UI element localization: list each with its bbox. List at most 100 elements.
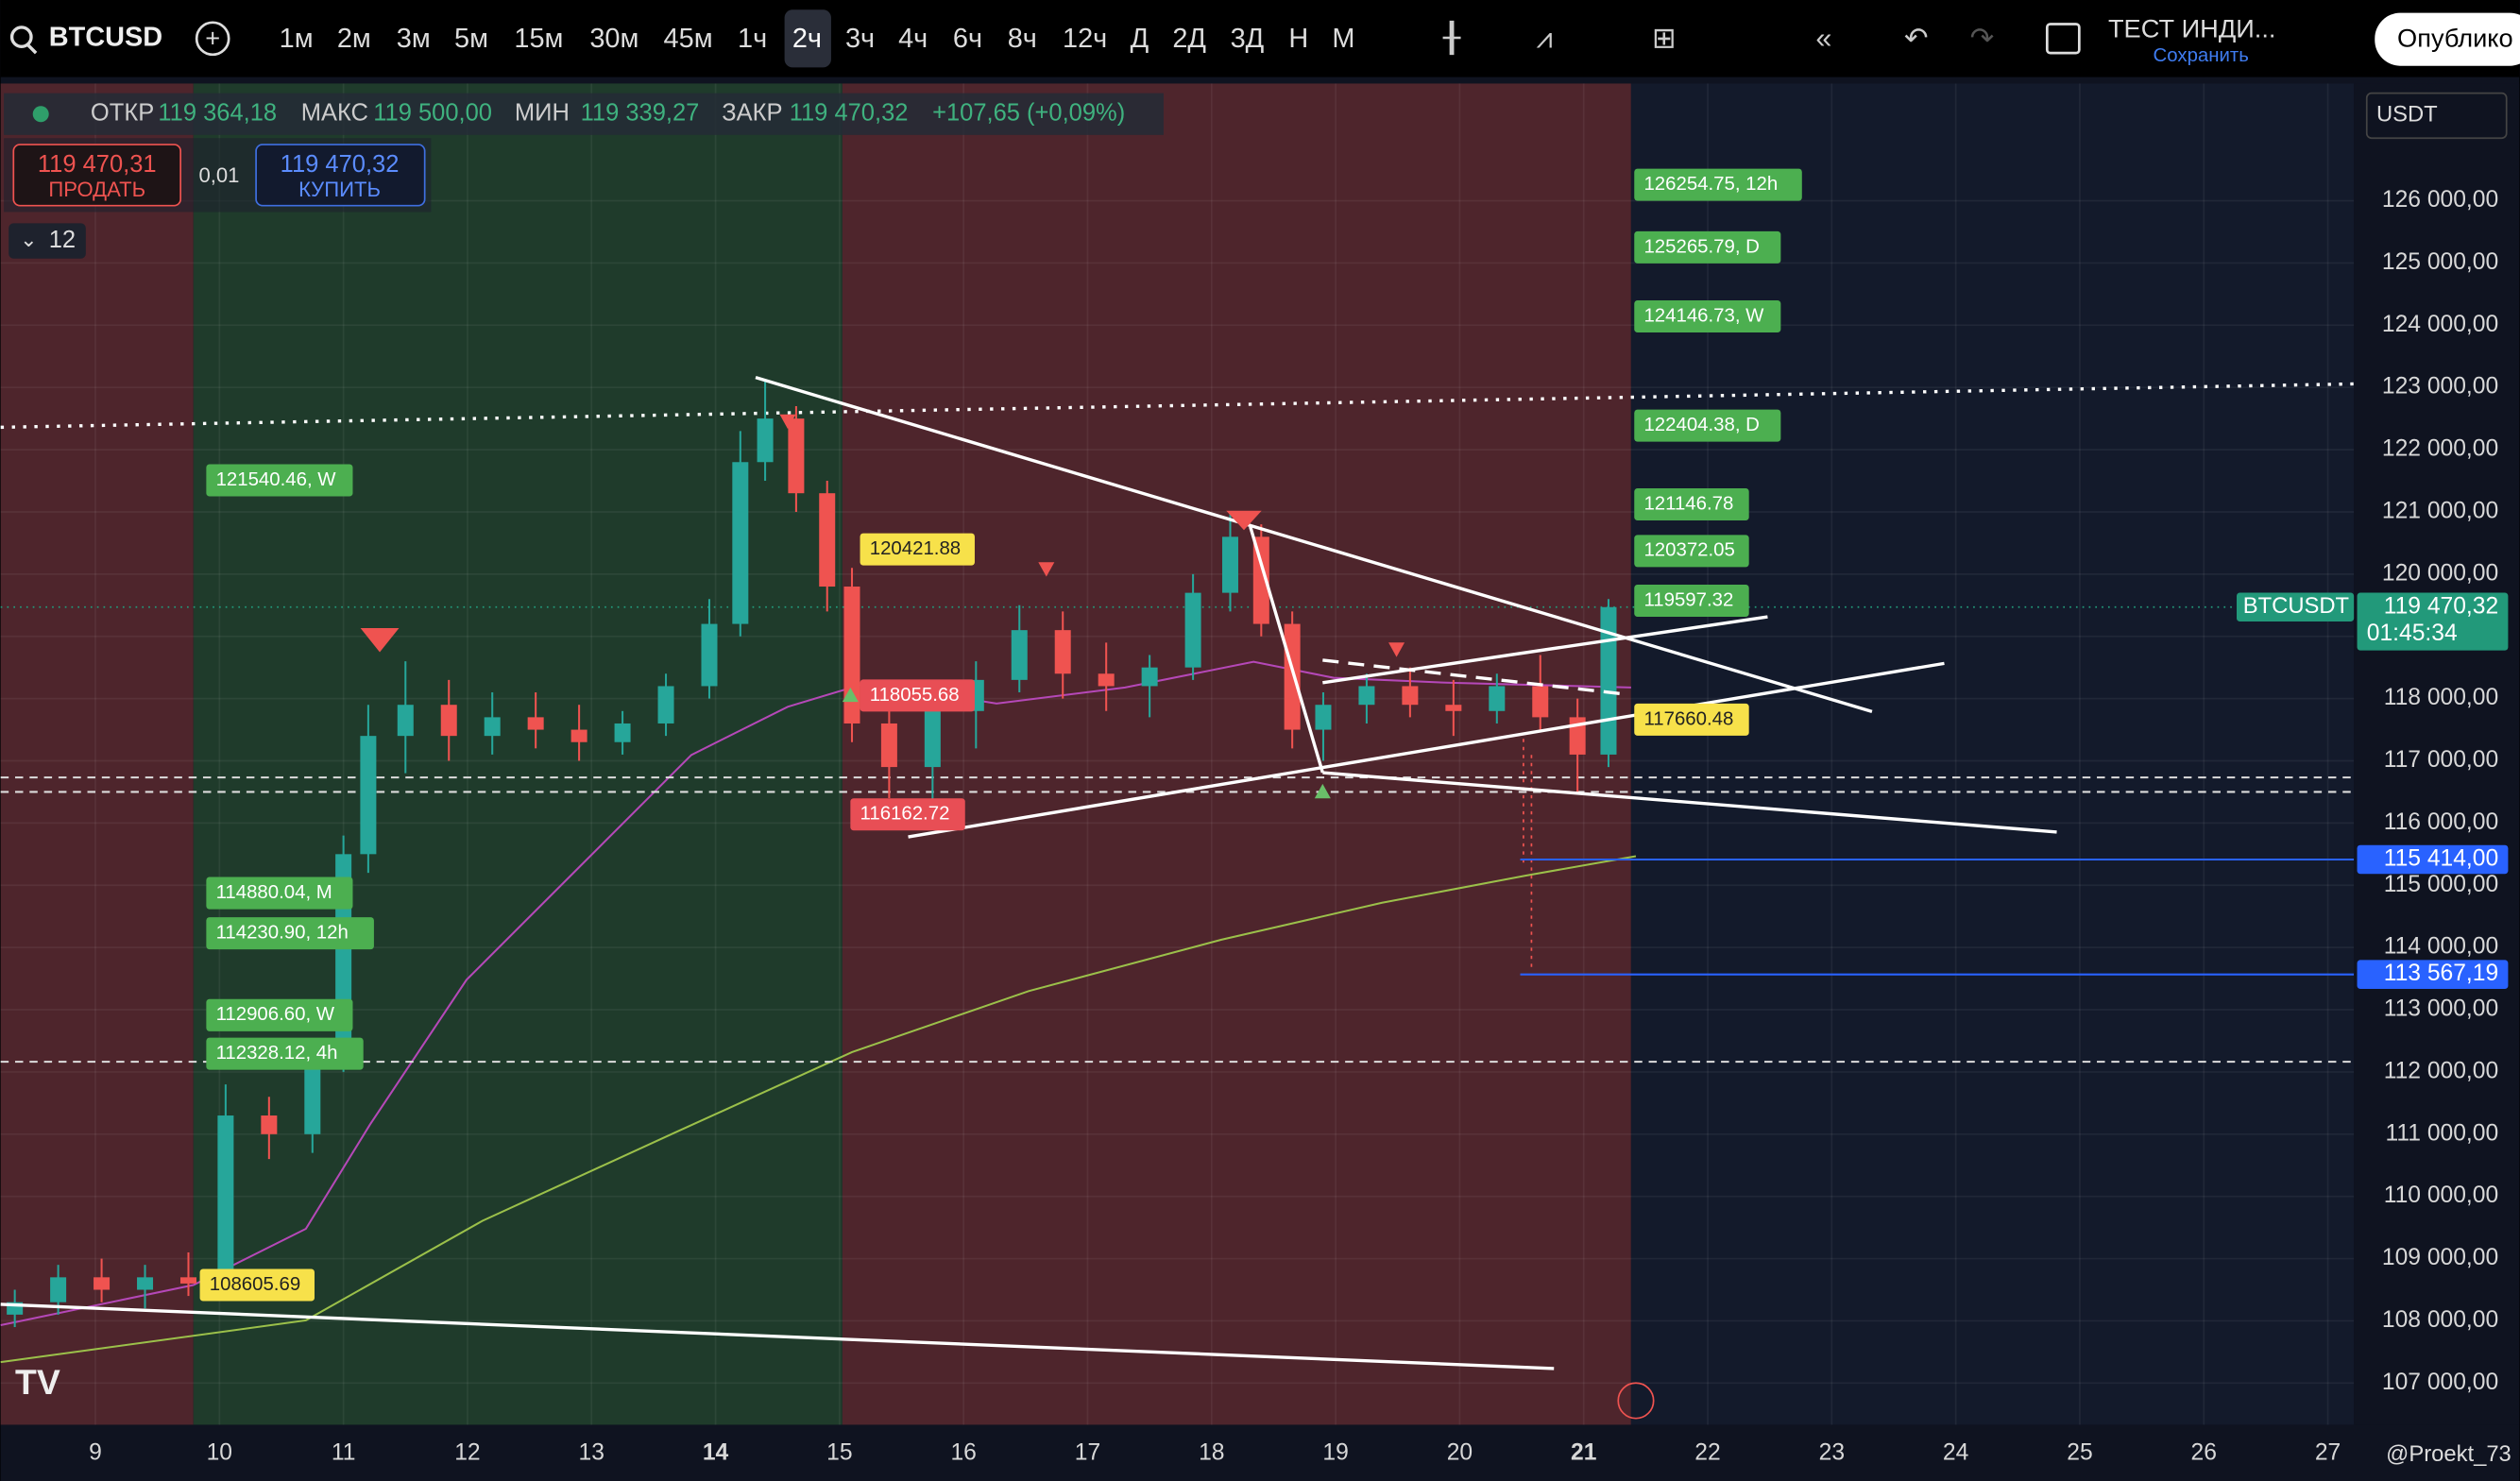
candle-body [1221, 536, 1238, 593]
candle-body [137, 1277, 154, 1290]
candle-body [261, 1115, 278, 1134]
candle-body [1054, 630, 1071, 674]
x-tick-label: 23 [1819, 1440, 1845, 1466]
y-tick-label: 107 000,00 [2382, 1370, 2498, 1395]
y-tick-label: 115 000,00 [2384, 872, 2499, 897]
publish-button[interactable] [2375, 12, 2520, 66]
spread: 0,01 [198, 163, 239, 187]
candle-body [1402, 686, 1419, 706]
interval[interactable]: 1м [280, 24, 314, 54]
price-label-box [860, 679, 975, 712]
trendlines [0, 376, 2057, 1370]
x-tick-label: 25 [2067, 1440, 2092, 1466]
y-tick-label: 114 000,00 [2384, 934, 2499, 960]
moving-average [0, 660, 1631, 1327]
undo-icon[interactable]: ↶ [1904, 23, 1929, 55]
candle-body [701, 623, 718, 687]
interval[interactable]: 4ч [898, 24, 928, 54]
price-label-box [199, 1268, 315, 1302]
signal [360, 627, 400, 653]
interval[interactable]: 30м [589, 24, 639, 54]
session-zones [0, 83, 2355, 1425]
open-value: 119 364,18 [158, 99, 277, 126]
price-label-box [1634, 409, 1781, 442]
y-tick-label: 123 000,00 [2382, 374, 2498, 400]
interval[interactable]: 45м [664, 24, 713, 54]
price-label-box [206, 917, 374, 950]
currency-select[interactable] [2365, 92, 2508, 140]
candle-body [880, 723, 897, 768]
layout-name[interactable]: ТЕСТ ИНДИ... [2108, 13, 2276, 43]
buy-label: КУПИТЬ [298, 178, 381, 201]
add-symbol[interactable] [195, 21, 230, 57]
candle-body [484, 717, 501, 737]
replay-icon[interactable]: « [1815, 23, 1831, 55]
search-icon[interactable] [9, 26, 33, 49]
trendline [1249, 526, 1324, 774]
logo: TV [15, 1362, 60, 1402]
candle-body [1532, 686, 1549, 718]
candle-body [217, 1115, 234, 1284]
watermark: @Proekt_73 [2386, 1441, 2511, 1467]
price-label-box [1634, 585, 1749, 618]
currency: USDT [2376, 102, 2438, 128]
toolbar: BTCUSD + ТЕСТ ИНДИ... Сохранить Опублико… [0, 0, 2520, 77]
interval[interactable]: М [1332, 24, 1354, 54]
price-label: 126254.75, 12h [1643, 174, 1778, 195]
search-icon [26, 43, 38, 55]
y-tick-label: 125 000,00 [2382, 249, 2498, 275]
interval[interactable]: 2м [337, 24, 371, 54]
interval[interactable]: 1ч [738, 24, 767, 54]
indicators-icon[interactable]: ⩘ [1537, 23, 1553, 55]
interval[interactable]: 2Д [1172, 24, 1206, 54]
signal [779, 414, 796, 430]
interval[interactable]: 3м [397, 24, 431, 54]
candle-body [440, 705, 457, 737]
symbol[interactable]: BTCUSD [49, 22, 162, 52]
interval[interactable]: 5м [454, 24, 488, 54]
interval[interactable]: Н [1288, 24, 1308, 54]
interval[interactable]: 3ч [845, 24, 875, 54]
interval[interactable]: 6ч [953, 24, 982, 54]
interval[interactable]: 3Д [1231, 24, 1265, 54]
price-line-tag [2357, 960, 2509, 989]
x-tick-label: 21 [1571, 1440, 1597, 1466]
candle-body [1184, 592, 1201, 668]
signal [1038, 562, 1055, 577]
indicators-toggle[interactable] [9, 223, 86, 259]
interval[interactable]: Д [1131, 24, 1149, 54]
layout-icon[interactable] [2045, 23, 2081, 55]
y-tick-label: 122 000,00 [2382, 436, 2498, 462]
candle-body [1284, 623, 1301, 730]
price-axis [2354, 83, 2520, 1425]
price-label: 124146.73, W [1643, 305, 1764, 326]
trendline [0, 1302, 1555, 1370]
candle-body [1315, 705, 1332, 730]
alert-icon[interactable] [1617, 1382, 1655, 1420]
last-price-label: 119 470,32 [2384, 593, 2499, 619]
save-button[interactable]: Сохранить [2154, 45, 2249, 66]
signal [842, 687, 859, 703]
low-label: МИН [515, 99, 570, 126]
candle-body [570, 729, 587, 742]
x-tick-label: 22 [1694, 1440, 1720, 1466]
templates-icon[interactable]: ⊞ [1652, 23, 1677, 55]
chart-type-icon[interactable]: ╂ [1442, 20, 1461, 56]
buy-button[interactable] [255, 144, 426, 207]
price-label: 114230.90, 12h [216, 922, 349, 943]
price-label: 119597.32 [1643, 589, 1733, 610]
price-label: 114880.04, M [216, 882, 332, 903]
y-tick-label: 110 000,00 [2384, 1183, 2499, 1208]
price-line-tag [2357, 844, 2509, 875]
sell-button[interactable] [12, 144, 182, 207]
interval[interactable]: 8ч [1008, 24, 1037, 54]
interval[interactable]: 15м [514, 24, 563, 54]
open-label: ОТКР [91, 99, 154, 126]
candle-body [1600, 606, 1617, 755]
interval[interactable]: 12ч [1063, 24, 1107, 54]
y-tick-label: 118 000,00 [2384, 685, 2499, 710]
last-price-symbol: BTCUSDT [2243, 593, 2349, 619]
signal [1388, 642, 1405, 657]
interval[interactable]: 2ч [792, 24, 822, 54]
